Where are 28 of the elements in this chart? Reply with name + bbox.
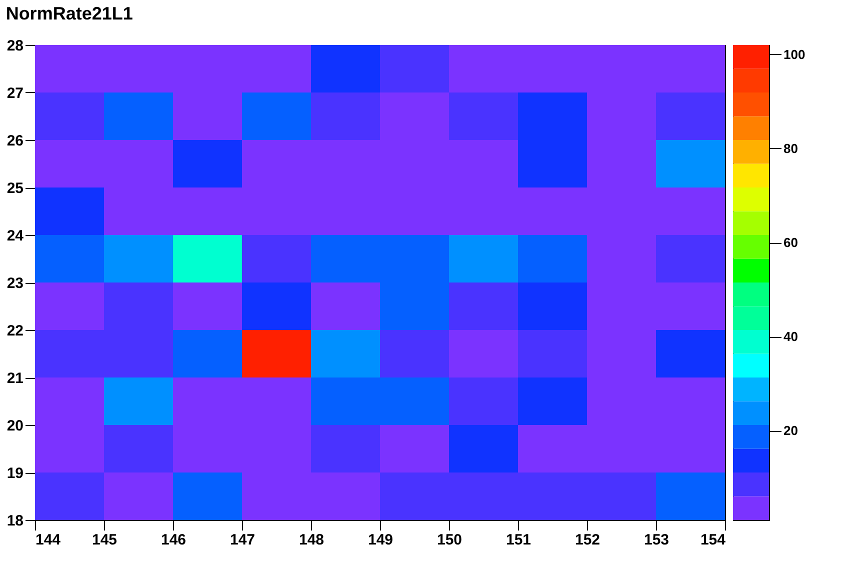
color-bar-label: 100	[784, 46, 806, 62]
y-tick-label: 27	[6, 85, 24, 102]
x-tick-label: 144	[36, 532, 62, 548]
color-bar-label: 60	[784, 235, 798, 250]
y-tick-label: 23	[6, 275, 24, 292]
y-tick-label: 28	[6, 38, 24, 54]
y-tick-label: 18	[6, 512, 24, 530]
x-tick-label: 153	[644, 532, 670, 548]
y-tick-label: 19	[6, 465, 24, 482]
x-tick-label: 152	[574, 532, 600, 548]
y-tick-label: 21	[6, 370, 24, 387]
y-tick-label: 25	[6, 180, 24, 197]
y-tick-label: 22	[6, 322, 24, 340]
x-tick-label: 151	[506, 532, 532, 548]
x-tick-label: 149	[368, 532, 394, 548]
x-tick-label: 154	[700, 532, 726, 548]
x-tick-label: 148	[298, 532, 324, 548]
color-bar-label: 40	[784, 329, 798, 344]
y-tick-label: 20	[6, 418, 24, 434]
y-tick-label: 24	[6, 228, 24, 244]
x-tick-label: 150	[436, 532, 462, 548]
chart-title: NormRate21L1	[6, 4, 133, 24]
x-tick-label: 147	[230, 532, 256, 548]
color-bar-label: 20	[784, 423, 798, 438]
y-tick-label: 26	[6, 132, 24, 150]
x-tick-label: 146	[160, 532, 186, 548]
x-tick-label: 145	[92, 532, 118, 548]
color-bar-label: 80	[784, 140, 798, 156]
